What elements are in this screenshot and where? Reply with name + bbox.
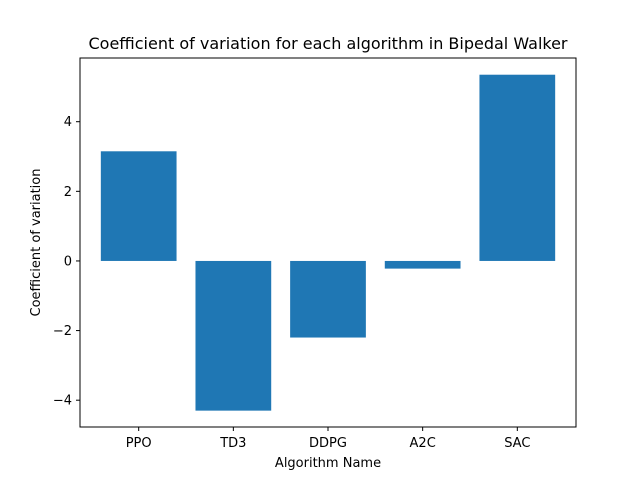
x-tick-label-ddpg: DDPG <box>309 436 347 451</box>
bar-ppo <box>100 151 177 261</box>
y-axis-label: Coefficient of variation <box>29 169 44 317</box>
bar-a2c <box>384 260 461 269</box>
x-axis-label: Algorithm Name <box>275 456 381 471</box>
y-tick-label-0: −4 <box>53 394 72 409</box>
y-tick-label-2: 0 <box>64 254 72 269</box>
x-tick-label-ppo: PPO <box>126 436 152 451</box>
x-tick-label-td3: TD3 <box>219 436 246 451</box>
bar-td3 <box>195 260 272 411</box>
y-tick-label-4: 4 <box>64 115 72 130</box>
chart-title: Coefficient of variation for each algori… <box>88 34 567 53</box>
y-tick-label-3: 2 <box>64 185 72 200</box>
ticks-layer: PPO TD3 DDPG A2C SAC −4 −2 0 2 4 <box>53 115 531 451</box>
x-tick-label-sac: SAC <box>504 436 530 451</box>
x-tick-label-a2c: A2C <box>410 436 436 451</box>
bar-sac <box>479 74 556 261</box>
y-tick-label-1: −2 <box>53 324 72 339</box>
bars-layer <box>100 74 556 411</box>
bar-ddpg <box>290 260 366 338</box>
